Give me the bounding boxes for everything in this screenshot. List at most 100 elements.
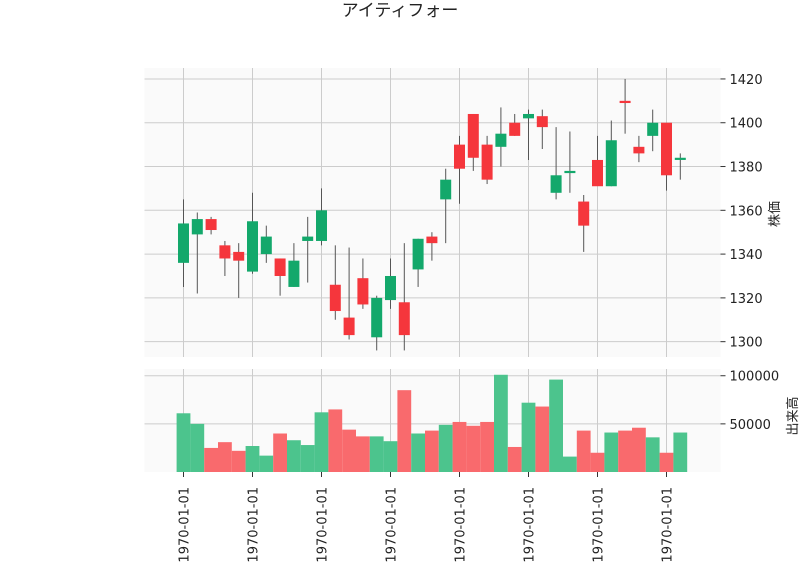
candle-body — [357, 278, 369, 305]
candle-body — [467, 113, 479, 158]
volume-bar — [190, 423, 205, 472]
volume-bar — [369, 436, 384, 472]
candle-body — [260, 236, 272, 255]
volume-axis-label: 出来高 — [785, 396, 800, 435]
x-tick-label: 1970-01-01 — [661, 487, 676, 563]
volume-bar — [549, 379, 563, 472]
volume-bar — [342, 429, 356, 472]
candle-body — [647, 122, 659, 136]
candle-body — [440, 179, 452, 200]
candle-body — [329, 284, 341, 312]
volume-bar — [452, 421, 467, 472]
volume-bar — [604, 432, 619, 472]
candle-body — [661, 122, 672, 176]
candle-body — [247, 221, 258, 272]
volume-bar — [245, 446, 260, 472]
axes: 1300 1320 1340 1360 1380 1400 1420 50000 100000 1… — [178, 73, 780, 563]
candle-body — [302, 236, 314, 241]
chart-title: アイティフォー — [342, 1, 459, 21]
volume-bar — [438, 424, 453, 472]
volume-bar — [563, 456, 577, 472]
candle-body — [454, 144, 465, 169]
volume-bar — [259, 455, 274, 472]
candle-body — [509, 122, 521, 136]
volume-bar — [397, 390, 412, 472]
volume-bar — [176, 413, 191, 472]
price-tick-label: 1380 — [730, 161, 763, 176]
volume-bar — [328, 409, 343, 472]
candle-body — [633, 146, 645, 154]
volume-tick-label: 50000 — [730, 418, 771, 433]
candle-body — [550, 175, 562, 193]
x-tick-label: 1970-01-01 — [523, 487, 538, 563]
volume-bar — [383, 441, 398, 472]
candle-body — [674, 157, 686, 160]
volume-bar — [590, 452, 605, 472]
candle-body — [385, 275, 396, 301]
price-axis-label: 株価 — [768, 201, 783, 227]
candle-body — [233, 251, 245, 261]
candle-body — [288, 260, 300, 287]
x-tick-label: 1970-01-01 — [385, 487, 400, 563]
volume-bars — [176, 374, 688, 472]
volume-bar — [425, 430, 439, 472]
volume-bar — [535, 406, 550, 472]
volume-bar — [287, 440, 301, 472]
candle-body — [178, 223, 189, 263]
x-tick-label: 1970-01-01 — [247, 487, 262, 563]
candle-body — [619, 100, 631, 104]
candle-body — [316, 210, 327, 241]
x-tick-label: 1970-01-01 — [454, 487, 469, 563]
candle-body — [412, 238, 424, 270]
volume-bar — [273, 433, 287, 472]
candle-body — [205, 219, 217, 231]
volume-bar — [314, 412, 329, 472]
volume-bar — [494, 374, 508, 472]
volume-bar — [411, 433, 425, 472]
candle-body — [274, 258, 286, 276]
candle-body — [564, 170, 576, 174]
price-tick-label: 1340 — [730, 248, 763, 263]
candle-body — [426, 236, 438, 244]
candle-body — [578, 201, 590, 226]
candle-body — [536, 116, 548, 128]
price-panel — [144, 68, 721, 357]
candle-body — [592, 159, 603, 187]
volume-bar — [673, 432, 688, 472]
candle-body — [398, 302, 410, 336]
candle-body — [219, 245, 231, 259]
x-tick-label: 1970-01-01 — [178, 487, 193, 563]
volume-bar — [507, 446, 522, 472]
price-tick-label: 1420 — [730, 73, 763, 88]
volume-bar — [204, 447, 218, 472]
volume-tick-label: 100000 — [730, 370, 780, 385]
price-tick-label: 1320 — [730, 292, 763, 307]
candle-body — [343, 317, 355, 336]
volume-bar — [300, 445, 315, 472]
price-tick-label: 1360 — [730, 204, 763, 219]
volume-bar — [231, 450, 246, 472]
volume-bar — [618, 430, 632, 472]
price-tick-label: 1400 — [730, 117, 763, 132]
volume-bar — [521, 402, 536, 472]
candle-body — [481, 144, 493, 180]
candle-body — [605, 140, 617, 187]
volume-bar — [480, 421, 494, 472]
candles — [178, 78, 686, 351]
x-tick-label: 1970-01-01 — [592, 487, 607, 563]
candle-body — [191, 219, 203, 235]
volume-bar — [659, 452, 674, 472]
volume-bar — [632, 427, 646, 472]
volume-bar — [576, 430, 591, 472]
candle-body — [495, 133, 507, 147]
candle-body — [523, 113, 534, 119]
candle-body — [371, 297, 383, 338]
volume-bar — [645, 437, 660, 472]
volume-bar — [218, 442, 232, 472]
volume-bar — [356, 436, 370, 472]
volume-bar — [466, 425, 481, 472]
x-tick-label: 1970-01-01 — [316, 487, 331, 563]
price-tick-label: 1300 — [730, 336, 763, 351]
